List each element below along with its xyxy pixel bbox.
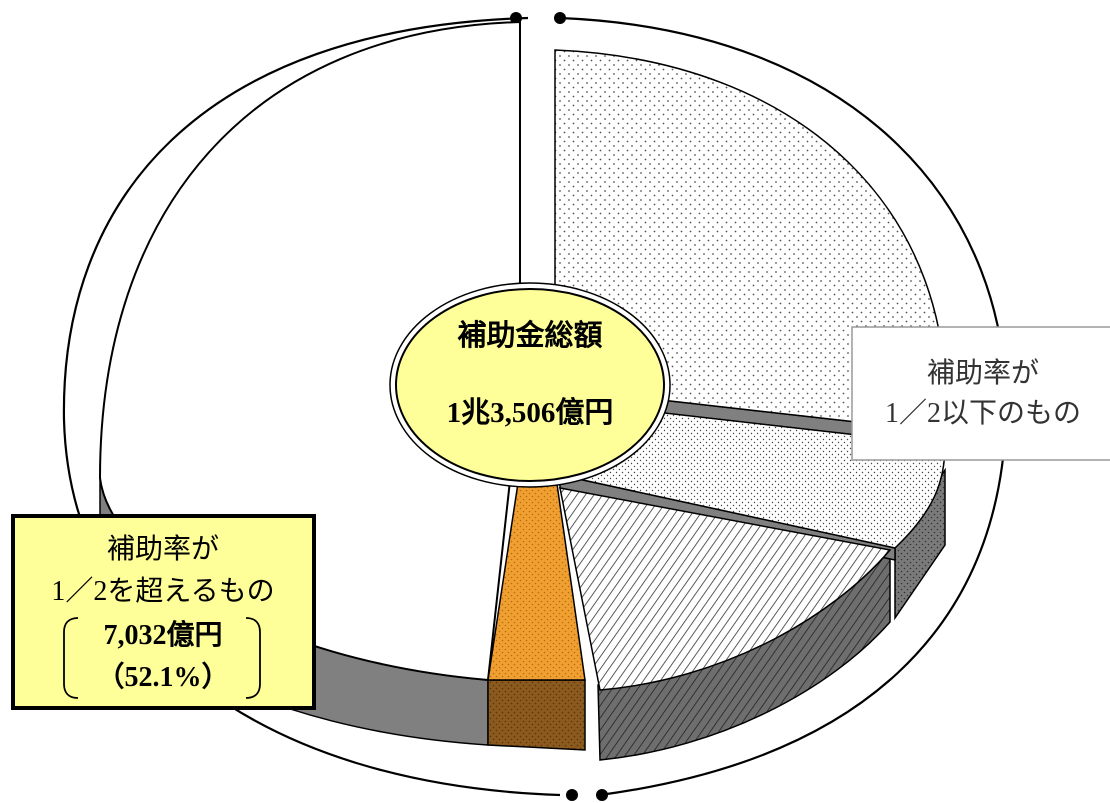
center-ellipse (395, 288, 665, 482)
arc-dot-top-right (554, 12, 566, 24)
label-half-or-less-line1: 補助率が (927, 357, 1039, 389)
arc-dot-bottom-right (596, 789, 608, 801)
label-over-half-line1: 補助率が (107, 533, 219, 565)
bracket-left (63, 617, 79, 699)
slice-top-hatch (559, 487, 892, 691)
label-over-half-percent: （52.1%） (96, 660, 229, 693)
bracket-right (245, 617, 261, 699)
center-total: 1兆3,506億円 (447, 396, 614, 429)
outer-arc-left (62, 16, 561, 797)
slice-side-orange (487, 679, 586, 751)
label-over-half-line2: 1／2を超えるもの (51, 575, 274, 607)
label-box-half-or-less (851, 326, 1110, 461)
label-over-half-amount: 7,032億円 (103, 619, 222, 651)
label-half-or-less-line2: 1／2以下のもの (885, 397, 1081, 429)
center-title: 補助金総額 (456, 318, 602, 352)
arc-dot-bottom-left (566, 789, 578, 801)
arc-dot-top-left (510, 12, 522, 24)
